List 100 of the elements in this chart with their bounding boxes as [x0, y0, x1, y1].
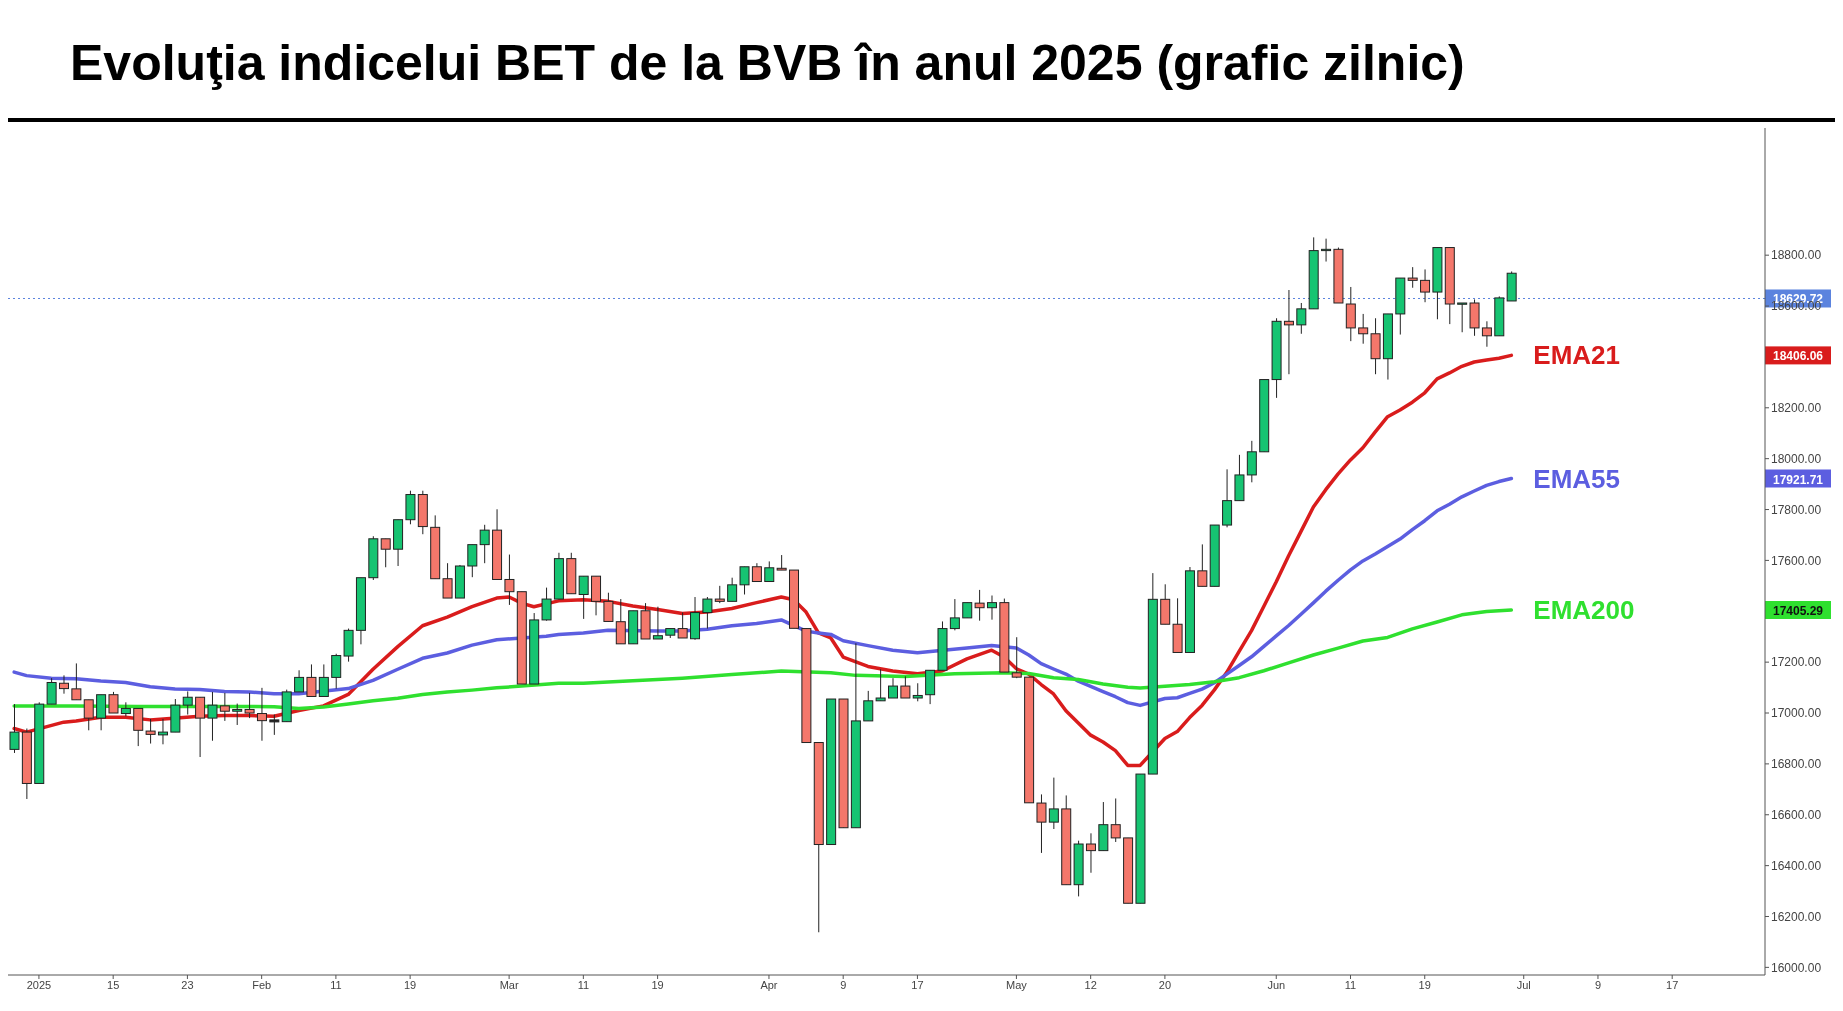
x-tick-label: 11: [1344, 978, 1357, 991]
candlestick: [232, 703, 243, 726]
candlestick: [182, 690, 193, 716]
y-tick-label: 18000.00: [1771, 451, 1822, 466]
candlestick: [442, 562, 453, 599]
candlestick: [380, 538, 391, 568]
candlestick: [578, 575, 589, 620]
candlestick: [949, 598, 960, 631]
x-tick-label: 9: [840, 978, 847, 991]
candlestick: [1197, 543, 1208, 587]
x-tick-label: Feb: [252, 978, 272, 991]
candlestick: [318, 663, 329, 697]
y-tick-label: 16000.00: [1771, 960, 1822, 975]
x-tick-label: 19: [404, 978, 417, 991]
candlestick: [739, 566, 750, 595]
y-tick-label: 16400.00: [1771, 858, 1822, 873]
candlestick: [1085, 832, 1096, 874]
text: 17405.29: [1772, 604, 1824, 618]
y-tick-label: 17800.00: [1771, 502, 1822, 517]
candlestick: [1321, 238, 1332, 263]
y-tick-label: 17600.00: [1771, 553, 1822, 568]
candlestick: [207, 691, 218, 742]
candlestick: [1420, 268, 1431, 303]
candlestick: [986, 595, 997, 621]
x-tick-label: 20: [1158, 978, 1172, 991]
candlestick: [96, 694, 107, 731]
candlestick: [1407, 266, 1418, 289]
x-tick-label: 12: [1084, 978, 1097, 991]
candlestick: [1345, 286, 1356, 342]
x-tick-label: Apr: [760, 978, 778, 991]
candlestick: [912, 682, 923, 702]
candlestick: [1457, 302, 1468, 333]
x-tick-label: May: [1006, 978, 1028, 991]
candlestick: [615, 598, 626, 645]
line-series: [12, 476, 1514, 708]
candlestick: [1036, 793, 1047, 854]
candlestick: [467, 544, 478, 578]
series-label: EMA55: [1533, 463, 1621, 494]
y-tick-label: 18800.00: [1771, 248, 1822, 263]
y-tick-label: 17000.00: [1771, 706, 1822, 721]
candlestick: [71, 662, 82, 701]
candlestick: [1358, 313, 1369, 345]
x-tick-label: 17: [1666, 978, 1679, 991]
x-tick-label: 11: [577, 978, 590, 991]
x-tick-label: 2025: [26, 978, 52, 991]
candlestick: [9, 703, 20, 754]
candlestick: [256, 687, 267, 742]
candlestick: [108, 691, 119, 714]
series-label: EMA21: [1533, 340, 1621, 371]
y-tick-label: 16600.00: [1771, 808, 1822, 823]
candlestick: [764, 560, 775, 583]
candlestick: [331, 653, 342, 690]
x-tick-label: 23: [181, 978, 194, 991]
candlestick: [974, 589, 985, 622]
x-tick-label: Mar: [499, 978, 519, 991]
candlestick: [269, 714, 280, 736]
candlestick: [58, 674, 69, 695]
candlestick: [863, 690, 874, 722]
candlestick: [677, 612, 688, 639]
candlestick: [306, 663, 317, 697]
candlestick: [727, 577, 738, 602]
x-tick-label: Jun: [1267, 978, 1286, 991]
candlestick: [157, 718, 168, 745]
candlestick: [195, 696, 206, 758]
candlestick: [1246, 440, 1257, 483]
candlestick: [294, 669, 305, 693]
candlestick: [479, 524, 490, 564]
y-tick-label: 16800.00: [1771, 757, 1822, 772]
text: 17921.71: [1772, 472, 1824, 487]
candlestick: [219, 692, 230, 722]
candlestick: [888, 677, 898, 699]
x-tick-label: 19: [651, 978, 664, 991]
y-tick-label: 17200.00: [1771, 655, 1822, 670]
candlestick: [652, 606, 663, 640]
candlestick: [1011, 636, 1022, 679]
candlestick: [504, 554, 515, 606]
candlestick: [1110, 797, 1121, 843]
candlestick: [702, 596, 713, 630]
candlestick: [1048, 777, 1059, 830]
x-tick-label: 9: [1594, 978, 1602, 991]
candlestick: [603, 592, 614, 622]
candlestick: [46, 677, 57, 705]
chart-title: Evoluţia indicelui BET de la BVB în anul 2025 (grafic zilnic): [8, 8, 1835, 122]
x-tick-label: 17: [911, 978, 924, 991]
candlestick: [751, 562, 762, 583]
x-tick-label: 19: [1418, 978, 1431, 991]
y-tick-label: 18200.00: [1771, 401, 1822, 416]
candlestick: [1296, 302, 1307, 335]
candlestick: [1481, 320, 1492, 348]
candlestick: [120, 701, 131, 717]
y-tick-label: 16200.00: [1771, 909, 1822, 924]
candlestick: [1283, 289, 1294, 375]
text: 18406.06: [1772, 349, 1824, 364]
candlestick: [541, 587, 552, 622]
candlestick: [900, 675, 911, 699]
x-tick-label: 11: [330, 978, 342, 991]
x-tick-label: 15: [107, 978, 120, 991]
candlestick: [83, 699, 94, 731]
candlestick: [133, 707, 144, 747]
candlestick: [244, 692, 255, 719]
